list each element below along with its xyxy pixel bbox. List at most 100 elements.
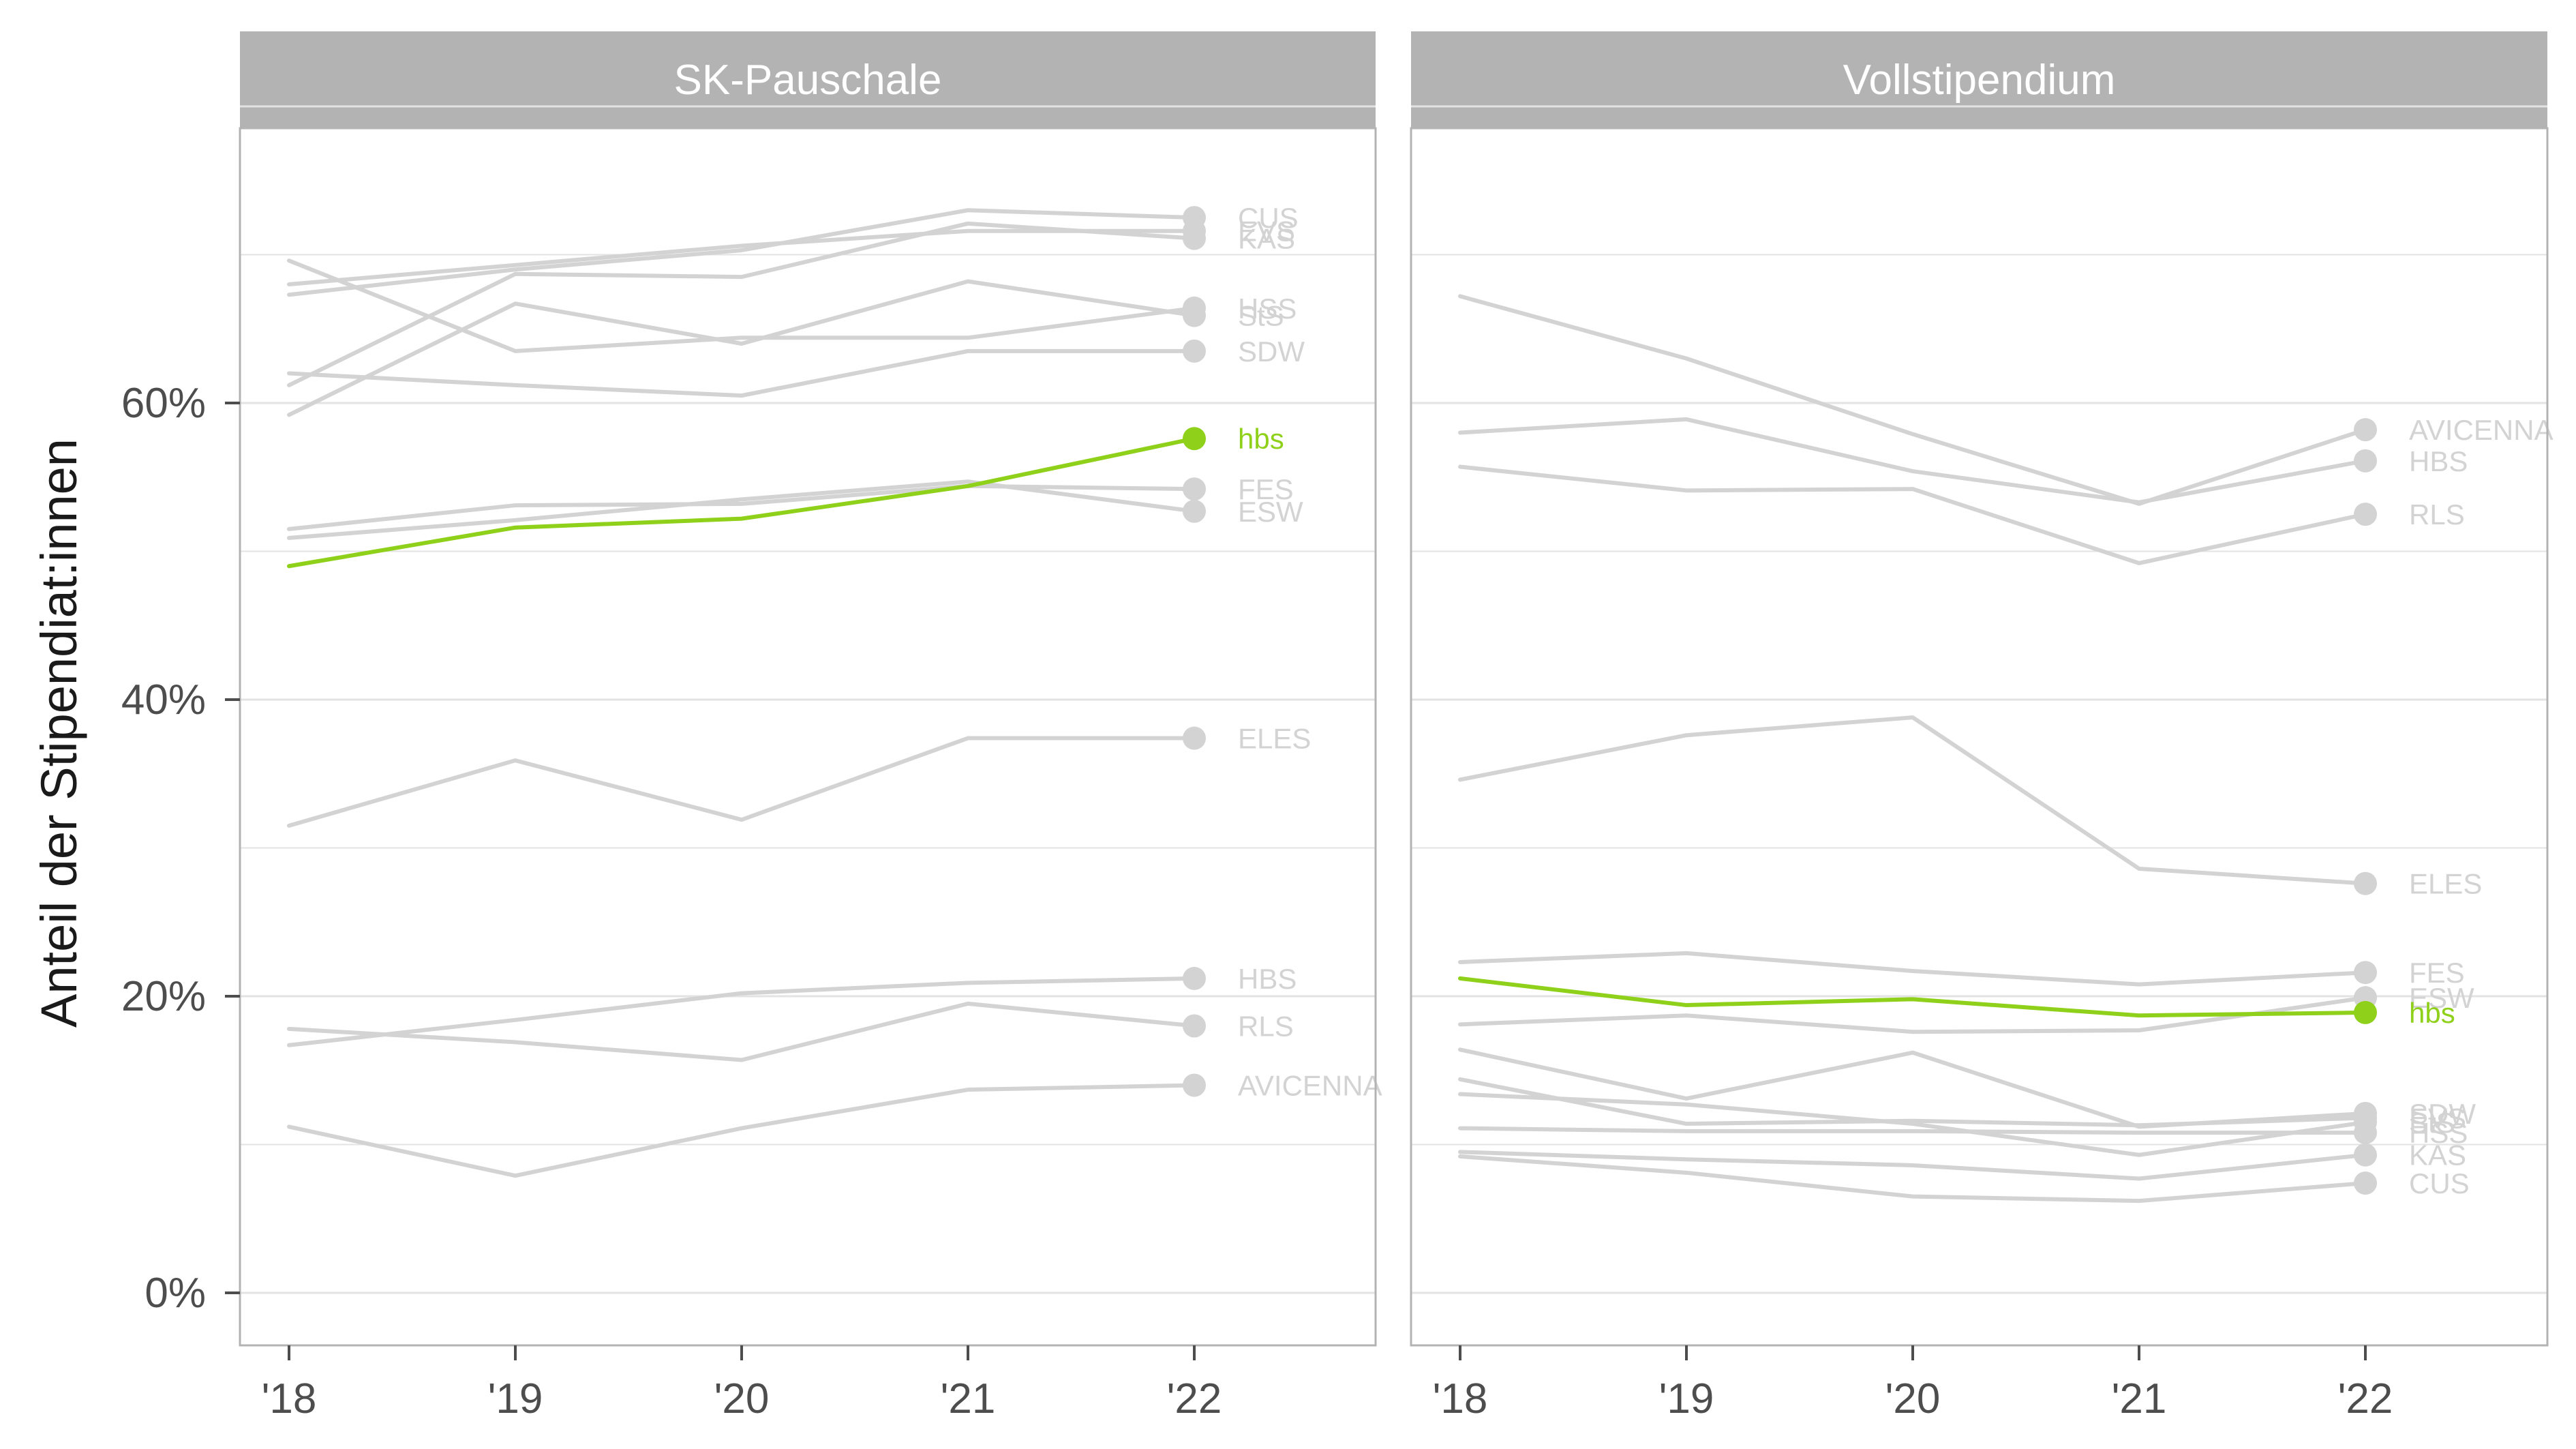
series-line-sk-pauschale-eles bbox=[287, 736, 1196, 828]
series-line-vollstipendium-eles bbox=[1458, 715, 2367, 886]
series-label-sk-pauschale-fes: FES bbox=[1238, 473, 1294, 505]
series-label-vollstipendium-cus: CUS bbox=[2409, 1167, 2470, 1199]
series-sk-pauschale-cus: CUS bbox=[287, 202, 1299, 297]
series-line-sk-pauschale-sdw bbox=[287, 348, 1196, 398]
x-tick-label-sk-pauschale-1: '19 bbox=[488, 1375, 543, 1422]
series-label-vollstipendium-avicenna: AVICENNA bbox=[2409, 414, 2554, 446]
series-end-point-vollstipendium-avicenna bbox=[2354, 418, 2377, 442]
series-label-vollstipendium-hbs: HBS bbox=[2409, 445, 2468, 477]
series-label-vollstipendium-sdw: SDW bbox=[2409, 1098, 2476, 1130]
series-line-vollstipendium-fes bbox=[1458, 951, 2367, 987]
y-tick-label-20: 20% bbox=[121, 973, 206, 1020]
series-end-point-sk-pauschale-esw bbox=[1183, 499, 1206, 523]
series-end-point-vollstipendium-hbs-highlight bbox=[2354, 1000, 2377, 1024]
series-end-point-sk-pauschale-kas bbox=[1183, 226, 1206, 250]
series-label-vollstipendium-hss: HSS bbox=[2409, 1117, 2468, 1149]
series-label-sk-pauschale-hss: HSS bbox=[1238, 293, 1297, 325]
series-label-sk-pauschale-cus: CUS bbox=[1238, 202, 1299, 234]
series-end-point-vollstipendium-cus bbox=[2354, 1171, 2377, 1195]
y-axis: 0% 20% 40% 60% bbox=[121, 380, 240, 1317]
series-label-sk-pauschale-hbs: HBS bbox=[1238, 963, 1297, 995]
series-line-sk-pauschale-sts bbox=[287, 279, 1196, 417]
series-vollstipendium-hbs: HBS bbox=[1458, 417, 2468, 505]
panel-title-vollstipendium: Vollstipendium bbox=[1843, 57, 2116, 104]
series-label-sk-pauschale-eles: ELES bbox=[1238, 723, 1311, 755]
y-tick-label-0: 0% bbox=[145, 1270, 206, 1317]
panel-title-sk-pauschale: SK-Pauschale bbox=[674, 57, 942, 104]
series-vollstipendium-esw: ESW bbox=[1458, 982, 2474, 1034]
y-axis-title: Anteil der Stipendiat:innen bbox=[31, 438, 87, 1028]
series-vollstipendium-avicenna: AVICENNA bbox=[1458, 294, 2554, 506]
series-line-vollstipendium-sts bbox=[1458, 1092, 2367, 1157]
series-sk-pauschale-sts: StS bbox=[287, 279, 1284, 417]
x-tick-label-sk-pauschale-3: '21 bbox=[941, 1375, 996, 1422]
series-line-sk-pauschale-fes bbox=[287, 483, 1196, 531]
series-end-point-vollstipendium-kas bbox=[2354, 1143, 2377, 1167]
series-line-vollstipendium-esw bbox=[1458, 996, 2367, 1034]
series-end-point-sk-pauschale-sts bbox=[1183, 303, 1206, 327]
series-line-sk-pauschale-evs bbox=[287, 228, 1196, 286]
x-tick-label-vollstipendium-2: '20 bbox=[1885, 1375, 1941, 1422]
series-sk-pauschale-kas: KAS bbox=[287, 221, 1295, 387]
series-vollstipendium-rls: RLS bbox=[1458, 464, 2465, 565]
series-vollstipendium-hbs-highlight: hbs bbox=[1458, 976, 2455, 1029]
series-vollstipendium-cus: CUS bbox=[1458, 1154, 2470, 1204]
series-line-vollstipendium-cus bbox=[1458, 1154, 2367, 1204]
y-tick-label-40: 40% bbox=[121, 676, 206, 723]
panel-strip-vollstipendium bbox=[1411, 31, 2547, 128]
series-vollstipendium-evs: EVS bbox=[1458, 1077, 2466, 1134]
series-vollstipendium-kas: KAS bbox=[1458, 1139, 2466, 1181]
series-line-sk-pauschale-hss bbox=[287, 258, 1196, 353]
series-sk-pauschale-fes: FES bbox=[287, 473, 1294, 531]
x-tick-label-vollstipendium-0: '18 bbox=[1433, 1375, 1488, 1422]
series-line-vollstipendium-avicenna bbox=[1458, 294, 2367, 506]
x-axis-sk-pauschale: '18 '19 '20 '21 '22 bbox=[262, 1345, 1222, 1422]
series-sk-pauschale-eles: ELES bbox=[287, 723, 1311, 828]
panels: SK-PauschaleCUSEVSKASHSSStSSDWFESESWELES… bbox=[239, 31, 2554, 1347]
series-line-sk-pauschale-cus bbox=[287, 208, 1196, 297]
series-line-sk-pauschale-rls bbox=[287, 1001, 1196, 1062]
series-label-sk-pauschale-hbs-highlight: hbs bbox=[1238, 423, 1284, 455]
series-label-sk-pauschale-esw: ESW bbox=[1238, 496, 1303, 528]
x-axes: '18 '19 '20 '21 '22 '18 '19 '20 '21 '22 bbox=[262, 1345, 2393, 1422]
series-line-sk-pauschale-avicenna bbox=[287, 1083, 1196, 1178]
series-line-vollstipendium-rls bbox=[1458, 464, 2367, 565]
x-tick-label-vollstipendium-3: '21 bbox=[2112, 1375, 2167, 1422]
series-end-point-sk-pauschale-sdw bbox=[1183, 339, 1206, 363]
series-end-point-vollstipendium-hss bbox=[2354, 1121, 2377, 1145]
series-label-vollstipendium-eles: ELES bbox=[2409, 868, 2482, 900]
series-end-point-sk-pauschale-hbs-highlight bbox=[1183, 427, 1206, 451]
x-tick-label-vollstipendium-4: '22 bbox=[2338, 1375, 2393, 1422]
series-vollstipendium-eles: ELES bbox=[1458, 715, 2482, 900]
series-label-vollstipendium-evs: EVS bbox=[2409, 1102, 2466, 1134]
y-tick-label-60: 60% bbox=[121, 380, 206, 427]
series-end-point-vollstipendium-rls bbox=[2354, 503, 2377, 526]
series-label-vollstipendium-esw: ESW bbox=[2409, 982, 2474, 1014]
series-end-point-sk-pauschale-eles bbox=[1183, 726, 1206, 750]
series-line-sk-pauschale-esw bbox=[287, 479, 1196, 540]
series-end-point-sk-pauschale-hbs bbox=[1183, 966, 1206, 990]
series-sk-pauschale-hbs-highlight: hbs bbox=[287, 423, 1284, 569]
series-label-sk-pauschale-avicenna: AVICENNA bbox=[1238, 1070, 1382, 1102]
series-line-vollstipendium-hss bbox=[1458, 1126, 2367, 1135]
series-vollstipendium-hss: HSS bbox=[1458, 1117, 2468, 1149]
series-end-point-vollstipendium-eles bbox=[2354, 871, 2377, 895]
series-label-sk-pauschale-sdw: SDW bbox=[1238, 335, 1305, 368]
series-label-vollstipendium-kas: KAS bbox=[2409, 1139, 2466, 1171]
series-label-vollstipendium-rls: RLS bbox=[2409, 498, 2465, 531]
series-line-vollstipendium-evs bbox=[1458, 1077, 2367, 1128]
series-end-point-vollstipendium-hbs bbox=[2354, 449, 2377, 473]
series-label-sk-pauschale-evs: EVS bbox=[1238, 215, 1295, 248]
series-sk-pauschale-esw: ESW bbox=[287, 479, 1303, 540]
series-sk-pauschale-rls: RLS bbox=[287, 1001, 1294, 1062]
series-line-vollstipendium-hbs bbox=[1458, 417, 2367, 505]
series-end-point-sk-pauschale-fes bbox=[1183, 477, 1206, 501]
series-label-sk-pauschale-kas: KAS bbox=[1238, 223, 1295, 255]
x-tick-label-sk-pauschale-2: '20 bbox=[714, 1375, 770, 1422]
series-vollstipendium-fes: FES bbox=[1458, 951, 2465, 989]
series-line-sk-pauschale-hbs-highlight bbox=[287, 436, 1196, 569]
